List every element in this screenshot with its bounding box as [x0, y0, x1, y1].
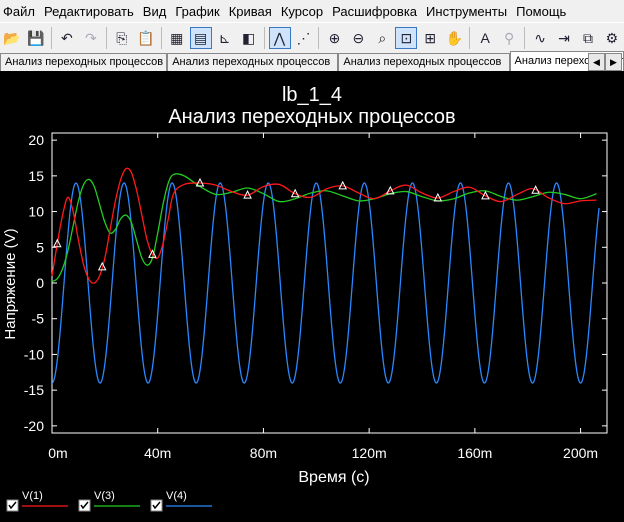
plot-area[interactable]: lb_1_4 Анализ переходных процессов 20 15 1… [0, 71, 624, 522]
data-marker-triangle [243, 190, 252, 199]
series-line-v1 [51, 167, 597, 284]
legend: V(1) V(3) V(4) [6, 490, 212, 512]
copy-icon[interactable]: ⎘ [116, 29, 128, 46]
x-axis-label: Время (с) [298, 469, 369, 486]
settings-icon[interactable]: ⚙ [605, 29, 619, 46]
x-tick-label: 40m [144, 445, 171, 461]
menu-item[interactable]: Курсор [280, 3, 324, 19]
text-icon[interactable]: A [480, 30, 490, 46]
toolbar-separator [160, 27, 162, 49]
toolbar-separator [50, 27, 52, 49]
zoom-region-icon[interactable]: ⊡ [395, 27, 418, 49]
save-icon[interactable]: 💾 [27, 29, 45, 46]
chart-title: lb_1_4 [282, 84, 342, 106]
chart-subtitle: Анализ переходных процессов [168, 106, 455, 128]
tab-scroll-right-icon[interactable]: ▶ [605, 53, 622, 71]
toolbar-separator [469, 27, 471, 49]
data-marker-triangle [481, 190, 490, 200]
zoom-out-icon[interactable]: ⊖ [352, 29, 365, 46]
zoom-fit-icon[interactable]: ⌕ [378, 29, 387, 46]
paste-icon[interactable]: 📋 [137, 29, 155, 46]
y-tick-label: 5 [36, 239, 44, 255]
legend-icon[interactable]: ▤ [189, 27, 212, 49]
data-marker-triangle [148, 249, 157, 258]
checkmark-icon [8, 501, 17, 510]
axis-icon[interactable]: ⊾ [218, 29, 231, 46]
y-tick-label: 15 [28, 168, 44, 184]
y-tick-label: -20 [24, 418, 44, 434]
data-marker-triangle [531, 185, 540, 194]
axes: 20 15 10 5 0 -5 -10 -15 -200m 40m 80m 120m 160m 200m [24, 132, 608, 461]
marker-layer [52, 177, 540, 271]
zoom-in-icon[interactable]: ⊕ [328, 29, 341, 46]
y-tick-label: -10 [24, 346, 44, 362]
x-tick-label: 200m [563, 445, 598, 461]
grid-icon[interactable]: ▦ [170, 29, 184, 46]
y-tick-label: 20 [28, 132, 44, 148]
toolbar: 📂 💾 ↶ ↷ ⎘ 📋 ▦ ▤ ⊾ ◧ ⋀ ⋰ ⊕ ⊖ ⌕ ⊡ ⊞ ✋ A ⚲ ∿ ⇥ ⧉ ⚙ [0, 22, 624, 53]
pan-icon[interactable]: ✋ [445, 29, 463, 46]
tab-scroll-left-icon[interactable]: ◀ [588, 53, 605, 71]
probe-icon[interactable]: ⚲ [504, 29, 515, 46]
data-marker-triangle [385, 185, 395, 195]
x-tick-label: 0m [48, 445, 67, 461]
menu-item[interactable]: Кривая [228, 3, 272, 19]
series-line-v3 [51, 173, 597, 283]
zoom-x-icon[interactable]: ⊞ [424, 29, 437, 46]
y-tick-label: 10 [28, 204, 44, 220]
data-marker-triangle [338, 180, 348, 190]
toolbar-separator [263, 27, 265, 49]
open-icon[interactable]: 📂 [3, 29, 21, 46]
toolbar-separator [524, 27, 526, 49]
menu-item[interactable]: Помощь [516, 3, 567, 19]
data-marker-triangle [97, 261, 107, 271]
tab-scroll-buttons: ◀ ▶ [588, 53, 622, 71]
menu-item[interactable]: Редактировать [43, 3, 134, 19]
menu-item[interactable]: Инструменты [426, 3, 508, 19]
marker-icon[interactable]: ⋰ [296, 29, 311, 46]
series-line-v4 [51, 182, 600, 384]
y-tick-label: -15 [24, 382, 44, 398]
plot-background [0, 71, 624, 522]
reverse-colors-icon[interactable]: ◧ [241, 29, 256, 46]
fft-icon[interactable]: ∿ [534, 29, 546, 46]
menu-item[interactable]: Файл [3, 3, 35, 19]
legend-label: V(1) [22, 490, 43, 502]
checkmark-icon [152, 501, 161, 510]
data-marker-triangle [195, 177, 205, 187]
tab-bar: Анализ переходных процессов Анализ перехо… [0, 51, 624, 72]
y-axis-label: Напряжение (V) [2, 228, 19, 339]
x-tick-label: 120m [352, 445, 387, 461]
legend-label: V(3) [94, 490, 115, 502]
trace-icon[interactable]: ⋀ [268, 27, 291, 49]
tab-transient-analysis[interactable]: Анализ переходных процессов [167, 53, 339, 71]
data-marker-triangle [433, 192, 443, 202]
legend-label: V(4) [166, 490, 187, 502]
copy-image-icon[interactable]: ⧉ [582, 29, 593, 46]
menu-item[interactable]: Вид [142, 3, 167, 19]
redo-icon[interactable]: ↷ [84, 29, 97, 46]
tab-transient-analysis[interactable]: Анализ переходных процессов [0, 53, 168, 71]
checkmark-icon [80, 501, 89, 510]
menu-bar: Файл Редактировать Вид График Кривая Курсор Ра… [0, 0, 624, 22]
data-marker-triangle [290, 188, 300, 198]
toolbar-separator [318, 27, 320, 49]
undo-icon[interactable]: ↶ [61, 29, 73, 46]
x-tick-label: 160m [457, 445, 492, 461]
export-icon[interactable]: ⇥ [558, 29, 570, 46]
y-tick-label: 0 [36, 275, 44, 291]
toolbar-separator [105, 27, 107, 49]
data-marker-triangle [52, 238, 62, 248]
x-tick-label: 80m [250, 445, 277, 461]
series-layer [51, 167, 600, 384]
tab-transient-analysis[interactable]: Анализ переходных процессов [338, 53, 510, 71]
menu-item[interactable]: График [175, 3, 220, 19]
y-tick-label: -5 [32, 311, 45, 327]
menu-item[interactable]: Расшифровка [332, 3, 418, 19]
